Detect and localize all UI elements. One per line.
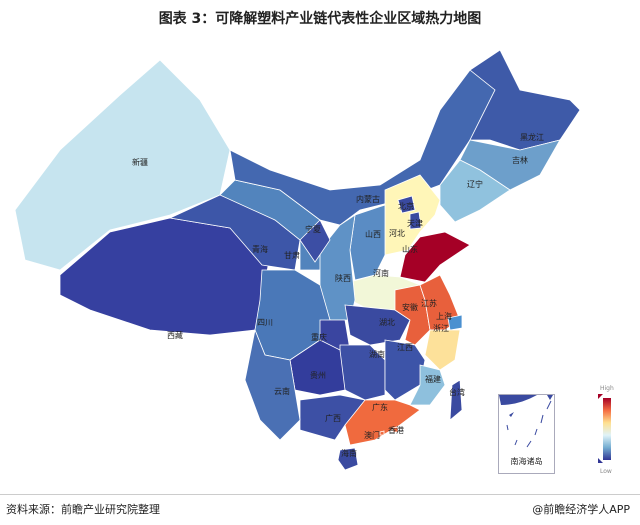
- region-label: 山东: [402, 244, 418, 254]
- region-label: 江西: [397, 343, 413, 352]
- region-上海[interactable]: [447, 314, 463, 331]
- region-label: 河南: [373, 268, 389, 278]
- region-新疆[interactable]: [14, 59, 231, 271]
- page-title: 图表 3：可降解塑料产业链代表性企业区域热力地图: [158, 11, 482, 27]
- region-label: 广东: [372, 402, 388, 412]
- region-label: 西藏: [167, 330, 183, 340]
- heat-legend: High Low: [598, 385, 618, 475]
- region-label: 上海: [436, 311, 452, 321]
- region-广西[interactable]: [299, 394, 366, 441]
- region-label: 重庆: [311, 332, 327, 342]
- legend-color-bar: [603, 398, 611, 460]
- region-香港[interactable]: [392, 426, 399, 433]
- region-label: 宁夏: [305, 224, 321, 234]
- legend-low-handle[interactable]: [598, 458, 603, 463]
- region-label: 青海: [252, 244, 268, 254]
- region-label: 贵州: [310, 370, 326, 380]
- region-辽宁[interactable]: [439, 159, 511, 223]
- region-label: 浙江: [433, 323, 449, 333]
- region-label: 广西: [325, 413, 341, 423]
- region-label: 香港: [388, 425, 404, 435]
- region-label: 天津: [407, 218, 423, 228]
- region-label: 福建: [425, 374, 441, 384]
- region-label: 吉林: [512, 155, 528, 165]
- legend-low-label: Low: [600, 468, 612, 475]
- region-福建[interactable]: [409, 364, 446, 406]
- region-label: 山西: [365, 229, 381, 239]
- region-天津[interactable]: [409, 211, 422, 230]
- region-label: 湖北: [379, 318, 395, 327]
- inset-label: 南海诸岛: [510, 457, 543, 466]
- region-label: 海南: [341, 448, 357, 458]
- region-澳门[interactable]: [379, 430, 385, 436]
- region-label: 湖南: [369, 349, 385, 359]
- region-label: 云南: [274, 386, 290, 396]
- region-label: 内蒙古: [356, 194, 380, 204]
- region-云南[interactable]: [244, 328, 301, 441]
- region-北京[interactable]: [397, 195, 416, 214]
- region-label: 安徽: [402, 302, 418, 312]
- region-label: 澳门: [364, 430, 380, 440]
- brand-credit: @前瞻经济学人APP: [532, 503, 630, 516]
- region-label: 江苏: [421, 298, 437, 308]
- region-label: 陕西: [335, 273, 351, 283]
- region-label: 黑龙江: [520, 132, 544, 142]
- legend-high-label: High: [600, 385, 614, 392]
- south-sea-islands-shape: [499, 395, 553, 448]
- region-海南[interactable]: [337, 447, 359, 471]
- region-广东[interactable]: [344, 399, 421, 446]
- region-台湾[interactable]: [449, 379, 463, 421]
- south-china-sea-inset: 南海诸岛: [498, 394, 555, 474]
- region-label: 四川: [257, 318, 273, 327]
- region-浙江[interactable]: [424, 329, 461, 371]
- region-山东[interactable]: [399, 231, 471, 283]
- region-label: 新疆: [132, 157, 148, 167]
- source-note: 资料来源：前瞻产业研究院整理: [6, 503, 160, 516]
- region-label: 甘肃: [284, 250, 300, 260]
- footer-divider: [0, 494, 640, 495]
- legend-high-handle[interactable]: [598, 394, 603, 399]
- region-宁夏[interactable]: [299, 219, 331, 263]
- region-label: 北京: [398, 201, 414, 211]
- region-label: 河北: [389, 228, 405, 238]
- region-label: 辽宁: [467, 179, 483, 189]
- region-label: 台湾: [449, 387, 465, 397]
